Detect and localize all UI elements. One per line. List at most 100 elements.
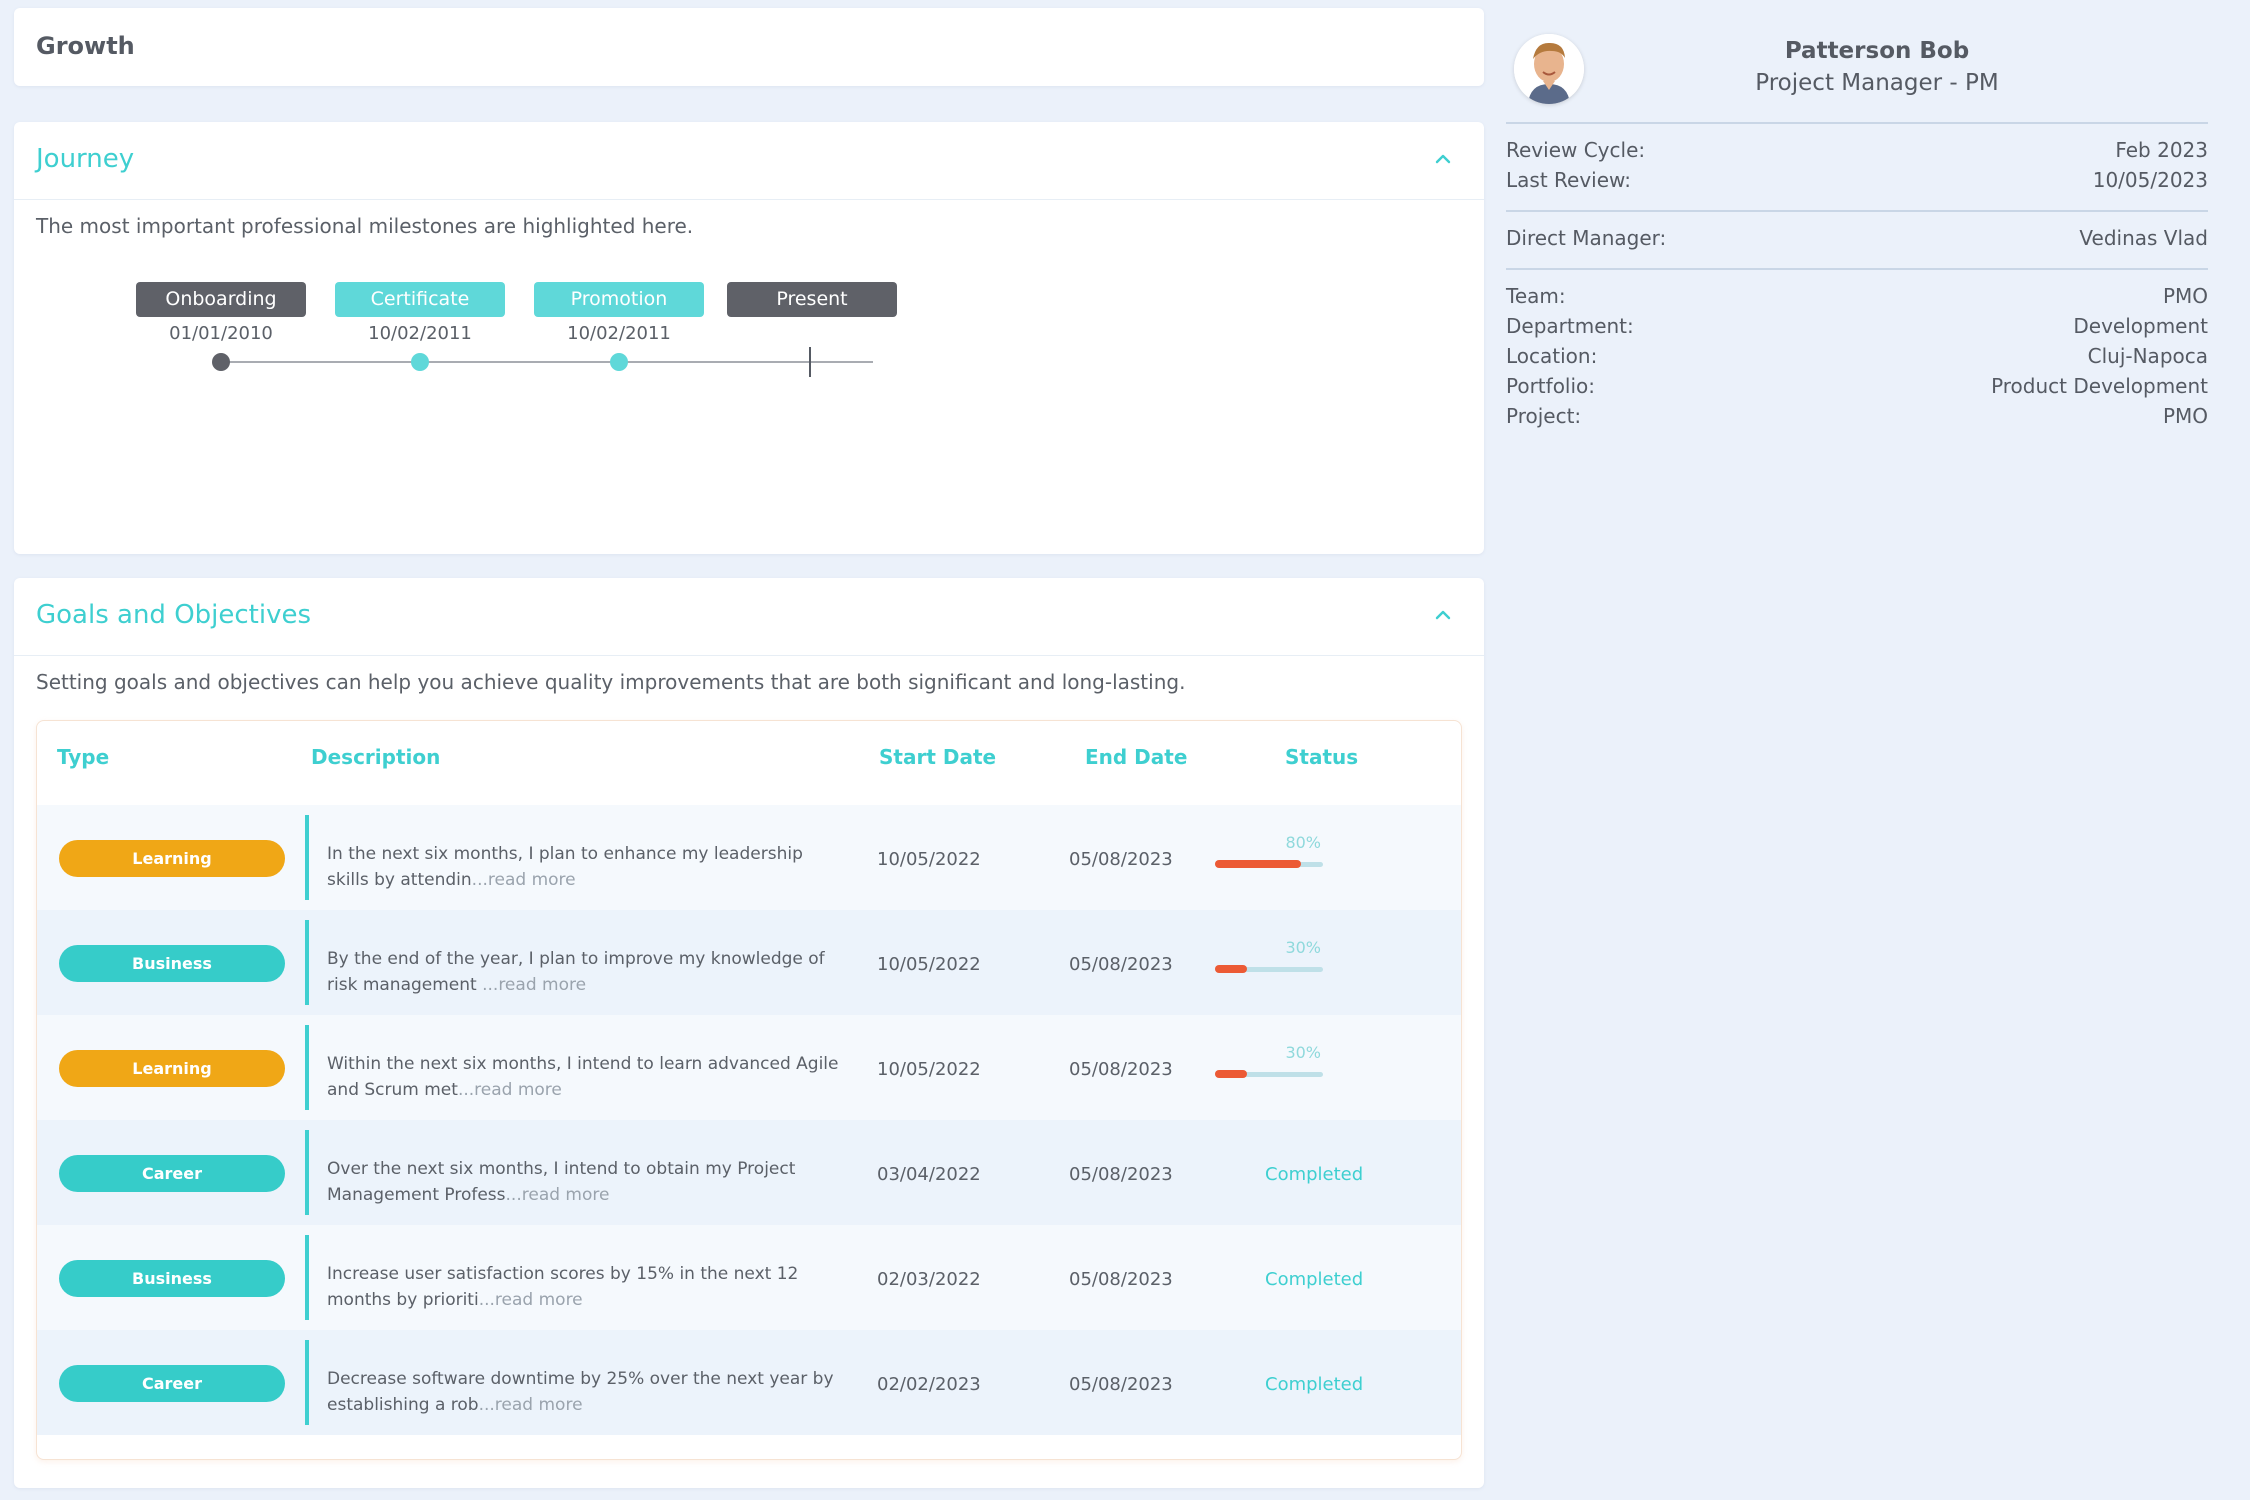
milestone-tag[interactable]: Certificate: [335, 282, 505, 317]
profile-field: Last Review: 10/05/2023: [1506, 168, 2208, 198]
profile-field-label: Department:: [1506, 314, 1634, 338]
profile-name: Patterson Bob: [1784, 38, 1970, 64]
profile-field: Team: PMO: [1506, 284, 2208, 314]
goals-section: Goals and Objectives Setting goals and o…: [14, 578, 1484, 1488]
profile-field: Project: PMO: [1506, 404, 2208, 434]
goals-title: Goals and Objectives: [36, 600, 312, 630]
status-completed: Completed: [1265, 1374, 1364, 1395]
type-badge: Business: [59, 1260, 285, 1297]
profile-field: Location: Cluj-Napoca: [1506, 344, 2208, 374]
milestone-date: 10/02/2011: [567, 323, 671, 344]
profile-field-value: Cluj-Napoca: [2087, 344, 2208, 368]
milestone-tag[interactable]: Onboarding: [136, 282, 306, 317]
milestone-tag[interactable]: Promotion: [534, 282, 704, 317]
table-row[interactable]: Learning In the next six months, I plan t…: [37, 805, 1461, 910]
progress-bar: 30%: [1215, 938, 1323, 978]
growth-header: Growth: [14, 8, 1484, 86]
progress-track: [1215, 1072, 1323, 1077]
profile-field-value: PMO: [2162, 284, 2208, 308]
start-date: 10/05/2022: [877, 849, 981, 870]
goal-description-text: Within the next six months, I intend to …: [327, 1054, 839, 1100]
goal-description-text: Decrease software downtime by 25% over t…: [327, 1369, 834, 1415]
journey-description: The most important professional mileston…: [36, 214, 694, 238]
chevron-up-icon[interactable]: [1432, 604, 1454, 626]
profile-field-value: 10/05/2023: [2092, 168, 2208, 192]
end-date: 05/08/2023: [1069, 1374, 1173, 1395]
start-date: 10/05/2022: [877, 954, 981, 975]
profile-field-value: Product Development: [1991, 374, 2208, 398]
journey-title: Journey: [36, 144, 135, 174]
status-completed: Completed: [1265, 1269, 1364, 1290]
read-more-link[interactable]: ...read more: [482, 975, 587, 995]
end-date: 05/08/2023: [1069, 849, 1173, 870]
goal-description: Over the next six months, I intend to ob…: [327, 1156, 847, 1208]
progress-bar: 80%: [1215, 833, 1323, 873]
profile-field-label: Location:: [1506, 344, 1598, 368]
progress-fill: [1215, 1070, 1247, 1078]
column-header-type[interactable]: Type: [57, 745, 110, 769]
journey-timeline: Onboarding 01/01/2010 Certificate 10/02/201…: [14, 122, 1484, 554]
progress-percent: 30%: [1285, 938, 1321, 957]
section-separator: [1506, 210, 2208, 212]
progress-fill: [1215, 860, 1301, 868]
goal-description-text: By the end of the year, I plan to improv…: [327, 949, 825, 995]
end-date: 05/08/2023: [1069, 1164, 1173, 1185]
table-row[interactable]: Business By the end of the year, I plan t…: [37, 910, 1461, 1015]
end-date: 05/08/2023: [1069, 1059, 1173, 1080]
chevron-up-icon[interactable]: [1432, 148, 1454, 170]
journey-section: Journey The most important professional …: [14, 122, 1484, 554]
milestone-date: 10/02/2011: [368, 323, 472, 344]
goal-description-text: Increase user satisfaction scores by 15%…: [327, 1264, 799, 1310]
milestone-dot[interactable]: [411, 353, 429, 371]
goals-table: Type Description Start Date End Date Sta…: [36, 720, 1462, 1460]
read-more-link[interactable]: ...read more: [505, 1185, 610, 1205]
profile-field: Direct Manager: Vedinas Vlad: [1506, 226, 2208, 256]
column-header-end-date[interactable]: End Date: [1085, 745, 1188, 769]
read-more-link[interactable]: ...read more: [478, 1395, 583, 1415]
avatar[interactable]: [1514, 34, 1584, 104]
read-more-link[interactable]: ...read more: [457, 1080, 562, 1100]
profile-field: Department: Development: [1506, 314, 2208, 344]
profile-field-label: Direct Manager:: [1506, 226, 1667, 250]
milestone-dot[interactable]: [610, 353, 628, 371]
type-badge: Business: [59, 945, 285, 982]
goals-description: Setting goals and objectives can help yo…: [36, 670, 1186, 694]
profile-field-label: Team:: [1506, 284, 1566, 308]
type-badge: Career: [59, 1155, 285, 1192]
goal-description-text: In the next six months, I plan to enhanc…: [327, 844, 803, 890]
table-row[interactable]: Business Increase user satisfaction score…: [37, 1225, 1461, 1330]
column-header-start-date[interactable]: Start Date: [879, 745, 997, 769]
timeline-axis: [221, 361, 873, 363]
journey-header[interactable]: Journey: [14, 122, 1484, 200]
profile-field-label: Portfolio:: [1506, 374, 1596, 398]
goal-description-text: Over the next six months, I intend to ob…: [327, 1159, 796, 1205]
column-header-status[interactable]: Status: [1285, 745, 1359, 769]
profile-field-value: Development: [2073, 314, 2208, 338]
goal-description: Within the next six months, I intend to …: [327, 1051, 847, 1103]
read-more-link[interactable]: ...read more: [478, 1290, 583, 1310]
profile-field-value: Vedinas Vlad: [2079, 226, 2208, 250]
row-divider: [305, 1340, 309, 1425]
avatar-photo-icon: [1514, 34, 1584, 104]
table-row[interactable]: Career Over the next six months, I intend…: [37, 1120, 1461, 1225]
milestone-tag[interactable]: Present: [727, 282, 897, 317]
goals-header[interactable]: Goals and Objectives: [14, 578, 1484, 656]
start-date: 02/03/2022: [877, 1269, 981, 1290]
read-more-link[interactable]: ...read more: [471, 870, 576, 890]
milestone-dot[interactable]: [212, 353, 230, 371]
type-badge: Learning: [59, 1050, 285, 1087]
table-row[interactable]: Learning Within the next six months, I in…: [37, 1015, 1461, 1120]
type-badge: Career: [59, 1365, 285, 1402]
section-separator: [1506, 122, 2208, 124]
profile-field-label: Last Review:: [1506, 168, 1632, 192]
progress-bar: 30%: [1215, 1043, 1323, 1083]
goal-description: Decrease software downtime by 25% over t…: [327, 1366, 847, 1418]
row-divider: [305, 1235, 309, 1320]
column-header-description[interactable]: Description: [311, 745, 441, 769]
milestone-date: 01/01/2010: [169, 323, 273, 344]
profile-field-label: Project:: [1506, 404, 1582, 428]
row-divider: [305, 1130, 309, 1215]
page-title: Growth: [36, 32, 135, 60]
table-row[interactable]: Career Decrease software downtime by 25% …: [37, 1330, 1461, 1435]
row-divider: [305, 920, 309, 1005]
